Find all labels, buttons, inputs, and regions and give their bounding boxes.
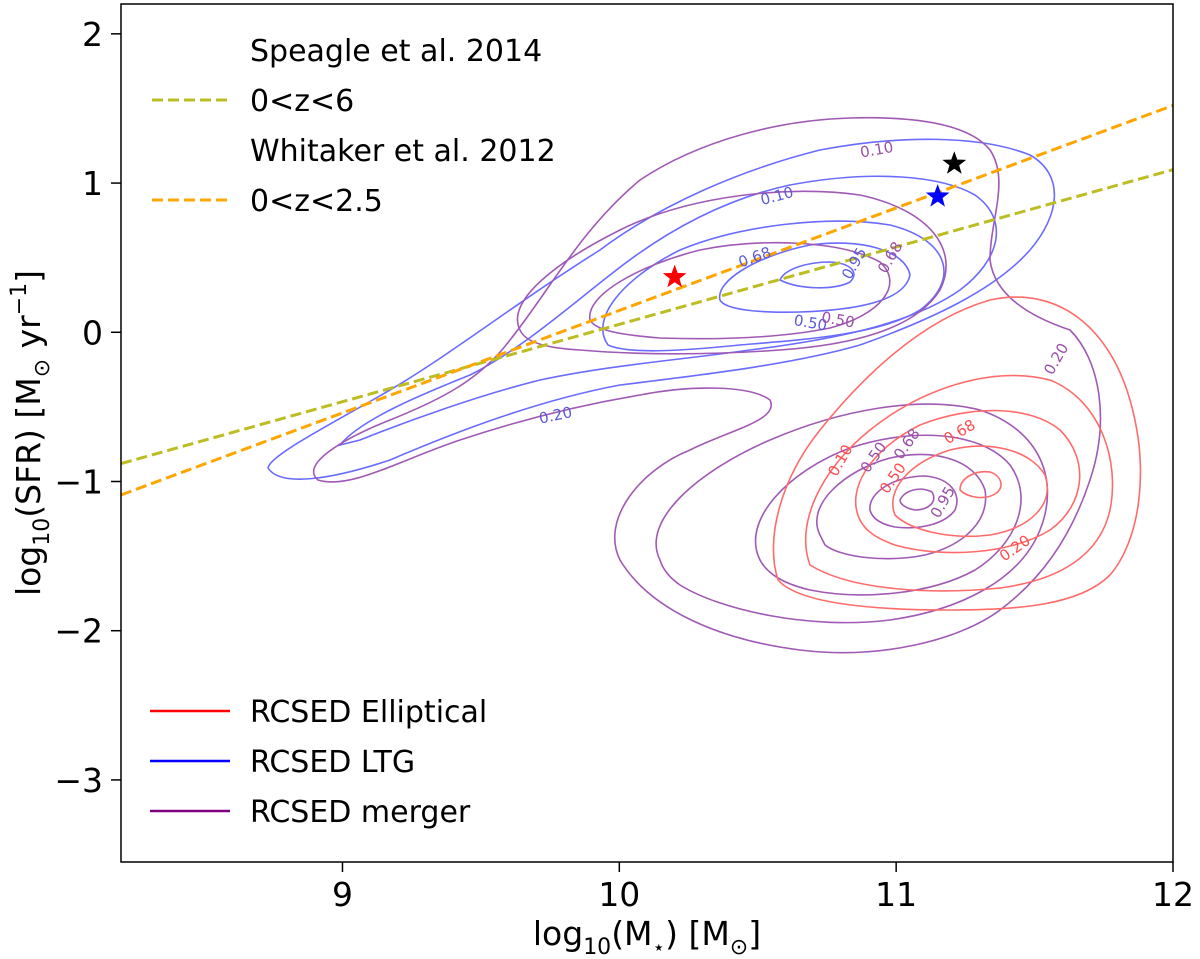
contour-label-3: 0.95 bbox=[838, 244, 870, 282]
legend-top: Speagle et al. 2014 0<z<6 Whitaker et al… bbox=[152, 34, 556, 219]
y-tick-label-0: 2 bbox=[82, 15, 103, 54]
x-tick-label-12: 12 bbox=[1152, 875, 1194, 914]
legend-top-label-z6: 0<z<6 bbox=[250, 84, 354, 119]
contour-label-6: 0.50 bbox=[820, 308, 856, 332]
contour-label-8: 0.20 bbox=[1040, 340, 1072, 378]
contour-label-7: 0.20 bbox=[537, 403, 573, 428]
contour-label-2: 0.68 bbox=[736, 243, 774, 271]
contour-layer bbox=[267, 116, 1142, 654]
ltg-contour-0.50 bbox=[602, 220, 945, 352]
x-tick-label-9: 9 bbox=[332, 875, 353, 914]
merger-contour-inner bbox=[516, 190, 947, 355]
merger-contour-mid bbox=[589, 241, 891, 340]
contour-label-14: 0.95 bbox=[927, 483, 959, 521]
ltg-contour-0.10 bbox=[337, 175, 998, 447]
fit-line-0 bbox=[121, 168, 1173, 466]
contour-labels: 0.100.100.68 0.95 0.680.500.500.200.200.10… bbox=[537, 138, 1072, 565]
elliptical-contour-0.50 bbox=[854, 409, 1081, 554]
x-ticks: 9 10 11 12 bbox=[332, 862, 1194, 914]
merger-contour-low-4 bbox=[869, 475, 958, 529]
contour-label-0: 0.10 bbox=[759, 183, 796, 209]
legend-top-label-speagle: Speagle et al. 2014 bbox=[250, 34, 542, 69]
ltg-contour-0.95 bbox=[778, 261, 855, 289]
ltg-contour-0.20 bbox=[267, 138, 1056, 480]
elliptical-contour-0.68 bbox=[892, 445, 1048, 538]
contour-label-11: 0.68 bbox=[890, 425, 924, 463]
x-axis-label: log10(M⋆) [M⊙] bbox=[533, 914, 761, 959]
y-tick-label-2: 0 bbox=[82, 313, 103, 352]
fit-line-1 bbox=[121, 104, 1173, 497]
merger-contour-low-5 bbox=[899, 488, 935, 511]
x-tick-label-10: 10 bbox=[598, 875, 640, 914]
merger-contour-low-1 bbox=[655, 403, 1049, 624]
y-tick-label-1: 1 bbox=[82, 164, 103, 203]
legend-label-ltg: RCSED LTG bbox=[250, 745, 415, 780]
y-tick-label-4: −2 bbox=[54, 612, 103, 651]
red-star bbox=[662, 264, 687, 288]
contour-label-15: 0.20 bbox=[996, 531, 1034, 565]
fit-lines bbox=[121, 104, 1173, 497]
ltg-contour-0.68 bbox=[718, 242, 911, 313]
elliptical-contour-0.10 bbox=[772, 296, 1142, 611]
elliptical-contours bbox=[772, 296, 1142, 611]
merger-contour-outer bbox=[312, 116, 1102, 654]
merger-contour-low-2 bbox=[754, 434, 1022, 596]
y-tick-label-5: −3 bbox=[54, 761, 103, 800]
y-ticks: 2 1 0 −1 −2 −3 bbox=[54, 15, 121, 800]
axes-frame bbox=[120, 3, 1174, 863]
contour-label-1: 0.10 bbox=[859, 138, 895, 162]
merger-contour-low-3 bbox=[816, 453, 987, 560]
contour-label-12: 0.68 bbox=[941, 416, 979, 448]
black-star bbox=[942, 151, 967, 174]
y-tick-label-3: −1 bbox=[54, 462, 103, 501]
legend-label-merger: RCSED merger bbox=[250, 795, 471, 830]
stars bbox=[662, 151, 967, 288]
elliptical-contour-0.20 bbox=[805, 374, 1114, 592]
legend-label-elliptical: RCSED Elliptical bbox=[250, 695, 487, 730]
ltg-contours bbox=[267, 138, 1056, 480]
elliptical-contour-0.95 bbox=[959, 470, 1002, 499]
y-axis-label: log10(SFR) [M⊙ yr−1] bbox=[7, 270, 55, 596]
contour-label-5: 0.50 bbox=[792, 311, 828, 335]
merger-contours bbox=[312, 116, 1102, 654]
blue-star bbox=[925, 184, 950, 207]
legend-top-label-whitaker: Whitaker et al. 2012 bbox=[250, 134, 556, 169]
legend-top-label-z25: 0<z<2.5 bbox=[250, 184, 383, 219]
legend-bottom: RCSED Elliptical RCSED LTG RCSED merger bbox=[150, 695, 487, 830]
x-tick-label-11: 11 bbox=[875, 875, 917, 914]
